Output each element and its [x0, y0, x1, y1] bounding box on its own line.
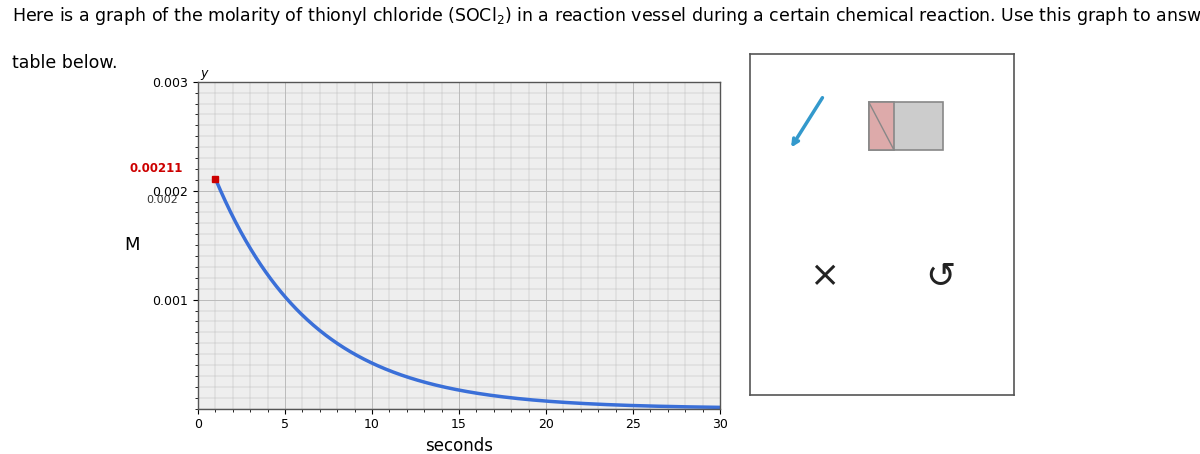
Text: ↺: ↺	[925, 259, 955, 293]
Y-axis label: M: M	[124, 236, 139, 254]
FancyBboxPatch shape	[869, 102, 943, 150]
X-axis label: seconds: seconds	[425, 437, 493, 454]
FancyBboxPatch shape	[869, 102, 894, 150]
Text: Here is a graph of the molarity of thionyl chloride $(\mathrm{SOCl_2})$ in a rea: Here is a graph of the molarity of thion…	[12, 5, 1200, 26]
Text: y: y	[200, 67, 208, 80]
Text: table below.: table below.	[12, 54, 118, 73]
Text: 0.00211: 0.00211	[130, 162, 182, 174]
Text: 0.002: 0.002	[146, 195, 178, 205]
Text: ×: ×	[809, 259, 839, 293]
